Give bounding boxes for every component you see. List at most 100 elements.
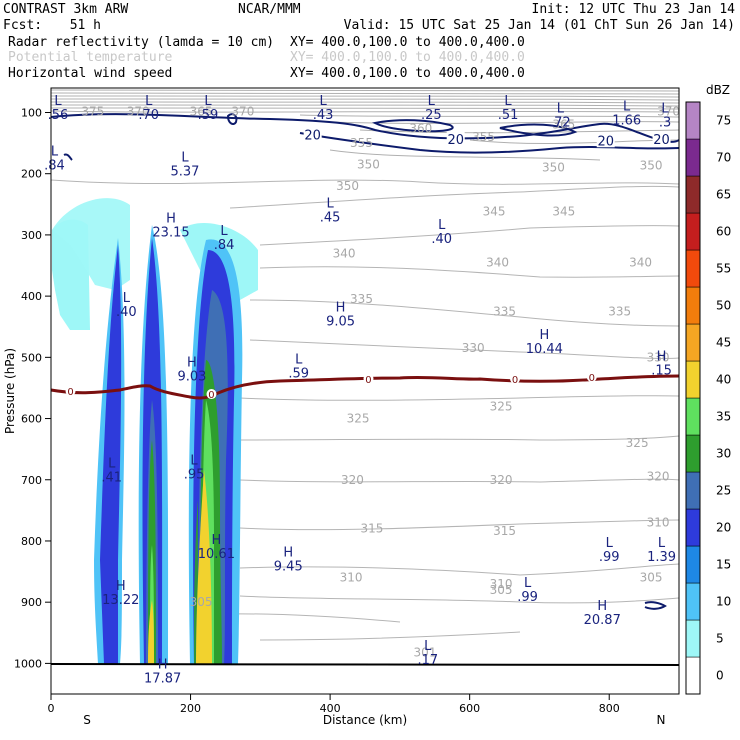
colorbar-swatch xyxy=(685,286,701,325)
y-axis: 100 200 300 400 500 600 700 800 900 1000 xyxy=(14,106,51,670)
colorbar-swatch xyxy=(685,138,701,177)
theta-contour-340 xyxy=(259,266,680,278)
x-tick-label: 600 xyxy=(459,702,480,715)
plot-frame xyxy=(50,87,680,695)
theta-label: 305 xyxy=(640,571,663,585)
extremum-type: H xyxy=(597,599,607,614)
theta-contour-315 xyxy=(239,478,680,483)
colorbar-level: 40 xyxy=(716,373,731,387)
colorbar-swatch xyxy=(685,175,701,214)
colorbar-level: 10 xyxy=(716,595,731,609)
extremum-value: .59 xyxy=(288,366,309,381)
extremum-value: .51 xyxy=(498,108,519,123)
extremum-value: .3 xyxy=(659,115,671,130)
field-name-theta: Potential temperature xyxy=(8,50,173,65)
extremum-value: .15 xyxy=(651,363,672,378)
theta-label: 375 xyxy=(81,104,104,118)
extremum-type: H xyxy=(158,657,168,672)
reflectivity-echoes xyxy=(52,198,258,664)
theta-label: 340 xyxy=(629,255,652,269)
extremum-value: .17 xyxy=(417,653,438,668)
colorbar: dBZ 0 5 10 15 20 25 30 35 40 45 50 55 60 65 70 75 xyxy=(685,83,731,695)
y-tick-label: 1000 xyxy=(14,657,42,670)
freezing-label-bg xyxy=(510,373,521,384)
theta-contour-301 xyxy=(259,631,521,641)
theta-label: 350 xyxy=(357,158,380,172)
theta-label: 315 xyxy=(361,522,384,536)
colorbar-swatch xyxy=(685,545,701,584)
wind-label-bg xyxy=(446,132,465,147)
theta-label: 370 xyxy=(657,104,680,118)
extremum-low: L.45 xyxy=(320,196,341,225)
x-axis-label: Distance (km) xyxy=(323,713,407,727)
extremum-value: .40 xyxy=(431,232,452,247)
y-tick-label: 700 xyxy=(21,474,42,487)
fcst-value: 51 h xyxy=(70,18,101,33)
extremum-value: .99 xyxy=(517,590,538,605)
x-axis-end-south: S xyxy=(83,713,91,727)
freezing-level-line xyxy=(50,374,680,400)
extremum-low: L.99 xyxy=(517,576,538,605)
theta-label: 325 xyxy=(626,436,649,450)
extremum-type: H xyxy=(283,545,293,560)
echo-west-cell-15 xyxy=(100,245,122,664)
field-xy-theta: XY= 400.0,100.0 to 400.0,400.0 xyxy=(290,50,525,65)
theta-label: 365 xyxy=(552,118,575,132)
extremum-value: .25 xyxy=(421,108,442,123)
theta-label: 370 xyxy=(127,104,150,118)
plot-area: 375 370 365 370 360 355 365 370 355 350 350 350 350 3… xyxy=(44,87,680,695)
extremum-value: 23.15 xyxy=(152,226,189,241)
x-tick-label: 800 xyxy=(599,702,620,715)
extremum-type: L xyxy=(190,453,198,468)
extremum-low: L5.37 xyxy=(170,150,199,179)
extremum-low: L.95 xyxy=(184,453,205,482)
extremum-value: 9.45 xyxy=(274,559,303,574)
colorbar-swatch xyxy=(685,101,701,140)
extremum-type: H xyxy=(187,356,197,371)
theta-contour-330 xyxy=(249,339,680,359)
colorbar-swatch xyxy=(685,397,701,436)
extremum-high: H10.61 xyxy=(198,533,235,562)
colorbar-level: 35 xyxy=(716,410,731,424)
colorbar-level: 70 xyxy=(716,151,731,165)
extremum-type: L xyxy=(54,94,62,109)
freezing-label: 0 xyxy=(67,387,73,398)
theta-label: 301 xyxy=(414,645,437,659)
extremum-high: H23.15 xyxy=(152,212,189,241)
theta-label: 335 xyxy=(493,304,516,318)
extremum-value: 5.37 xyxy=(170,164,199,179)
extremum-high: H10.44 xyxy=(526,328,563,357)
y-tick-label: 600 xyxy=(21,413,42,426)
extremum-value: .43 xyxy=(313,108,334,123)
extremum-low: L.25 xyxy=(421,94,442,123)
extremum-type: L xyxy=(424,639,432,654)
colorbar-level: 55 xyxy=(716,262,731,276)
freezing-label-bg xyxy=(206,389,217,400)
extremum-type: L xyxy=(326,196,334,211)
theta-label: 315 xyxy=(493,524,516,538)
freezing-label: 0 xyxy=(512,375,518,386)
colorbar-swatch xyxy=(685,619,701,658)
y-tick-label: 900 xyxy=(21,596,42,609)
theta-label: 325 xyxy=(347,412,370,426)
extremum-low: L.41 xyxy=(101,457,122,486)
theta-label: 335 xyxy=(350,292,373,306)
colorbar-level: 65 xyxy=(716,188,731,202)
theta-label: 320 xyxy=(341,473,364,487)
extremum-value: .40 xyxy=(116,305,137,320)
theta-label: 305 xyxy=(490,583,513,597)
extremum-type: L xyxy=(557,101,565,116)
extremum-type: L xyxy=(320,94,328,109)
colorbar-swatch xyxy=(685,508,701,547)
extremum-value: 9.03 xyxy=(177,370,206,385)
extremum-type: H xyxy=(116,579,126,594)
theta-label: 355 xyxy=(472,130,495,144)
echo-main-cell-40 xyxy=(148,600,154,664)
colorbar-swatch xyxy=(685,434,701,473)
y-tick-label: 400 xyxy=(21,290,42,303)
field-xy-reflectivity: XY= 400.0,100.0 to 400.0,400.0 xyxy=(290,35,525,50)
extremum-type: L xyxy=(623,100,631,115)
extremum-value: .41 xyxy=(101,471,122,486)
theta-label: 325 xyxy=(490,399,513,413)
extremum-value: .45 xyxy=(320,210,341,225)
